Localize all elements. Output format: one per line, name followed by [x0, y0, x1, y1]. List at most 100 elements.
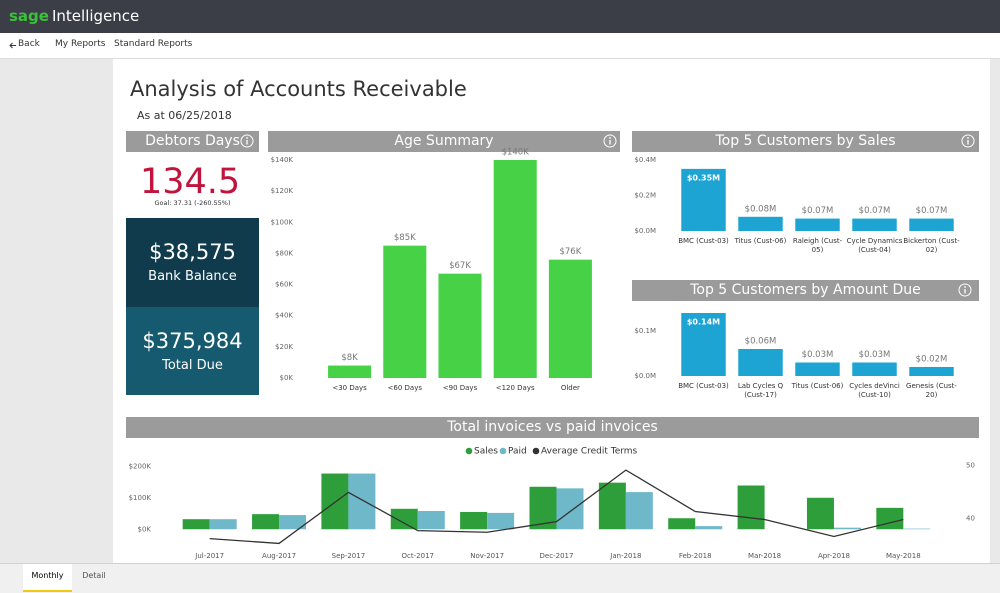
y2-tick-label: 50	[966, 461, 975, 469]
x-tick-label: May-2018	[886, 552, 921, 560]
bar	[548, 259, 592, 378]
x-tick-label: Cycle Dynamics (Cust-04)	[846, 237, 903, 254]
bar	[383, 245, 427, 378]
x-tick-label: Apr-2018	[818, 552, 850, 560]
tab-label: Monthly	[31, 571, 64, 580]
x-tick-label-box: BMC (Cust-03)	[678, 382, 729, 390]
info-icon[interactable]	[240, 134, 254, 148]
bar	[438, 273, 482, 378]
x-tick-label: <90 Days	[442, 384, 478, 392]
data-label: $76K	[559, 247, 581, 257]
x-tick-label: Aug-2017	[262, 552, 296, 560]
data-label: $0.07M	[859, 206, 891, 216]
bar	[209, 519, 237, 530]
info-icon[interactable]	[961, 134, 975, 148]
x-tick-label-box: Raleigh (Cust-05)	[793, 237, 842, 254]
bar	[909, 367, 954, 376]
y-tick-label: $0.2M	[634, 192, 656, 200]
nav-link[interactable]: My Reports	[55, 39, 106, 49]
back-icon	[9, 42, 16, 49]
bar	[460, 511, 488, 530]
data-label: $0.06M	[745, 337, 777, 347]
x-tick-label: Older	[560, 384, 580, 392]
report-date: As at 06/25/2018	[137, 109, 232, 122]
bar	[903, 528, 931, 530]
panel-header: Debtors Days	[126, 131, 259, 152]
y-tick-label: $0.0M	[634, 372, 656, 380]
x-tick-label-box: <30 Days	[332, 384, 367, 392]
panel-title: Age Summary	[394, 133, 494, 149]
bar	[556, 488, 584, 530]
brand: sage	[9, 7, 49, 25]
bar	[795, 218, 840, 231]
bar	[321, 473, 349, 530]
data-label: $0.07M	[802, 206, 834, 216]
panel-title: Top 5 Customers by Sales	[715, 133, 896, 149]
y-tick-label: $140K	[271, 156, 294, 164]
x-tick-label: Genesis (Cust-20)	[906, 382, 957, 399]
x-tick-label-box: <120 Days	[495, 384, 535, 392]
x-tick-label-box: <90 Days	[442, 384, 478, 392]
kpi-card: $375,984 Total Due	[126, 307, 259, 395]
x-tick-label-box: Cycles deVinci (Cust-10)	[849, 382, 900, 399]
kpi-label: Bank Balance	[148, 269, 237, 284]
kpi-value: $38,575	[149, 240, 236, 264]
data-label: $0.02M	[916, 355, 948, 365]
tab-label: Detail	[82, 571, 106, 580]
bar	[738, 216, 783, 231]
kpi-card: $38,575 Bank Balance	[126, 218, 259, 307]
bar	[852, 218, 897, 231]
nav-bar: Back My Reports Standard Reports	[0, 33, 1000, 59]
bar	[487, 512, 515, 530]
bar	[417, 511, 445, 530]
info-icon[interactable]	[958, 283, 972, 297]
y-tick-label: $60K	[275, 281, 293, 289]
bar	[681, 168, 726, 231]
x-tick-label: Titus (Cust-06)	[734, 237, 787, 245]
bar	[806, 497, 834, 530]
y-tick-label: $0.1M	[634, 327, 656, 335]
x-tick-label-box: Bickerton (Cust-02)	[903, 237, 959, 254]
tab[interactable]: Monthly	[23, 564, 72, 592]
data-label: $0.08M	[745, 204, 777, 214]
debtors-days-value: 134.54	[140, 162, 240, 202]
x-tick-label: Lab Cycles Q (Cust-17)	[737, 382, 784, 399]
data-label: $8K	[341, 353, 358, 363]
x-tick-label-box: Cycle Dynamics (Cust-04)	[846, 237, 903, 254]
bar	[598, 482, 626, 530]
data-label: $0.03M	[802, 350, 834, 360]
x-tick-label: <30 Days	[332, 384, 367, 392]
debtors-days-goal: Goal: 37.31 (-260.55%)	[154, 199, 231, 207]
y-tick-label: $40K	[275, 312, 293, 320]
data-label: $0.35M	[687, 173, 720, 182]
y-tick-label: $0.4M	[634, 156, 656, 164]
tab[interactable]: Detail	[74, 564, 114, 590]
bar	[737, 485, 765, 530]
report-title: Analysis of Accounts Receivable	[130, 77, 467, 101]
data-label: $67K	[449, 261, 471, 271]
panel-header: Top 5 Customers by Sales	[632, 131, 979, 152]
bar	[625, 492, 653, 530]
x-tick-label: Mar-2018	[748, 552, 781, 560]
y-tick-label: $100K	[129, 494, 152, 502]
x-tick-label: Jan-2018	[609, 552, 641, 560]
bar	[852, 362, 897, 376]
data-label: $0.14M	[687, 318, 720, 327]
y-tick-label: $20K	[275, 343, 293, 351]
y-tick-label: $80K	[275, 249, 293, 257]
y2-tick-label: 40	[966, 514, 975, 522]
bar	[279, 515, 307, 530]
nav-link[interactable]: Back	[18, 39, 40, 49]
legend-label: Average Credit Terms	[541, 447, 638, 457]
info-icon[interactable]	[603, 134, 617, 148]
nav-link[interactable]: Standard Reports	[114, 39, 193, 49]
x-tick-label: <120 Days	[495, 384, 535, 392]
bar	[833, 527, 861, 530]
bar	[182, 519, 210, 530]
bar	[252, 514, 280, 530]
data-label: $85K	[394, 233, 416, 243]
x-tick-label: Jul-2017	[194, 552, 224, 560]
bar	[668, 518, 696, 530]
kpi-value: $375,984	[142, 329, 243, 353]
